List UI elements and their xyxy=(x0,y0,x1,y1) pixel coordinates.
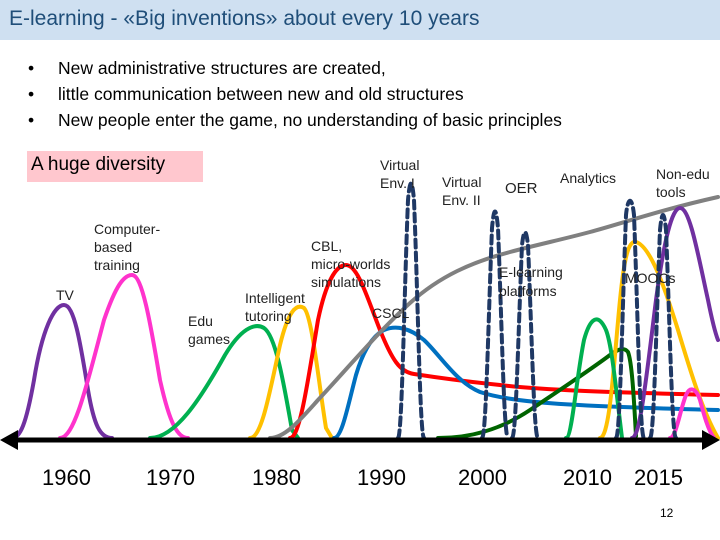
slide-title: E-learning - «Big inventions» about ever… xyxy=(9,7,480,30)
label-cbl-1: CBL, xyxy=(311,238,343,254)
label-cbl-2: micro-worlds xyxy=(311,256,391,272)
title-bar xyxy=(0,0,720,40)
year-label: 1980 xyxy=(252,465,301,490)
curve-extra-pink xyxy=(668,387,716,440)
curve-dashed-2010 xyxy=(648,213,678,440)
label-nonedu-1: Non-edu xyxy=(656,166,710,182)
bullet-item: little communication between new and old… xyxy=(28,81,562,107)
curve-tv xyxy=(10,303,114,440)
curve-its xyxy=(248,304,334,440)
label-cbt-1: Computer- xyxy=(94,221,161,237)
label-ve2-1: Virtual xyxy=(442,174,482,190)
label-ve1-2: Env. I xyxy=(380,175,415,191)
year-label: 1970 xyxy=(146,465,195,490)
curve-extra-green xyxy=(564,317,624,440)
curve-cscl xyxy=(332,325,720,440)
label-ve1-1: Virtual xyxy=(380,157,420,173)
year-label: 2010 xyxy=(563,465,612,490)
label-cbt-3: training xyxy=(94,257,140,273)
label-analytics: Analytics xyxy=(560,170,617,186)
label-oer: OER xyxy=(505,180,538,197)
label-tv: TV xyxy=(56,287,74,303)
label-edu-2: games xyxy=(188,331,231,347)
label-cbl-3: simulations xyxy=(311,274,382,290)
curve-non-edu xyxy=(630,206,720,440)
label-moocs: MOOCs xyxy=(625,270,676,286)
label-ve2-2: Env. II xyxy=(442,192,481,208)
curve-elearning xyxy=(268,195,720,440)
label-its-1: Intelligent xyxy=(245,290,305,306)
year-label: 1990 xyxy=(357,465,406,490)
curve-analytics-dashed xyxy=(614,198,646,440)
label-elp-2: platforms xyxy=(499,283,557,299)
bullet-list: New administrative structures are create… xyxy=(28,55,562,133)
label-cbt-2: based xyxy=(94,239,133,255)
timeline-axis xyxy=(0,430,720,450)
label-its-2: tutoring xyxy=(245,308,292,324)
year-label: 1960 xyxy=(42,465,91,490)
curve-edu-games xyxy=(148,324,300,440)
bullet-item: New administrative structures are create… xyxy=(28,55,562,81)
highlight-text: A huge diversity xyxy=(31,154,166,175)
label-edu-1: Edu xyxy=(188,313,213,329)
label-cscl: CSCL xyxy=(372,305,410,321)
year-label: 2015 xyxy=(634,465,683,490)
curve-oer xyxy=(510,230,540,440)
curve-virtual-env-1 xyxy=(396,181,426,440)
curve-cbt xyxy=(58,273,190,440)
curve-virtual-env-2 xyxy=(480,209,510,440)
highlight-box: A huge diversity xyxy=(27,151,203,182)
page-number: 12 xyxy=(660,506,674,520)
bullet-item: New people enter the game, no understand… xyxy=(28,107,562,133)
year-label: 2000 xyxy=(458,465,507,490)
label-nonedu-2: tools xyxy=(656,184,686,200)
label-elp-1: E-learning xyxy=(499,264,563,280)
